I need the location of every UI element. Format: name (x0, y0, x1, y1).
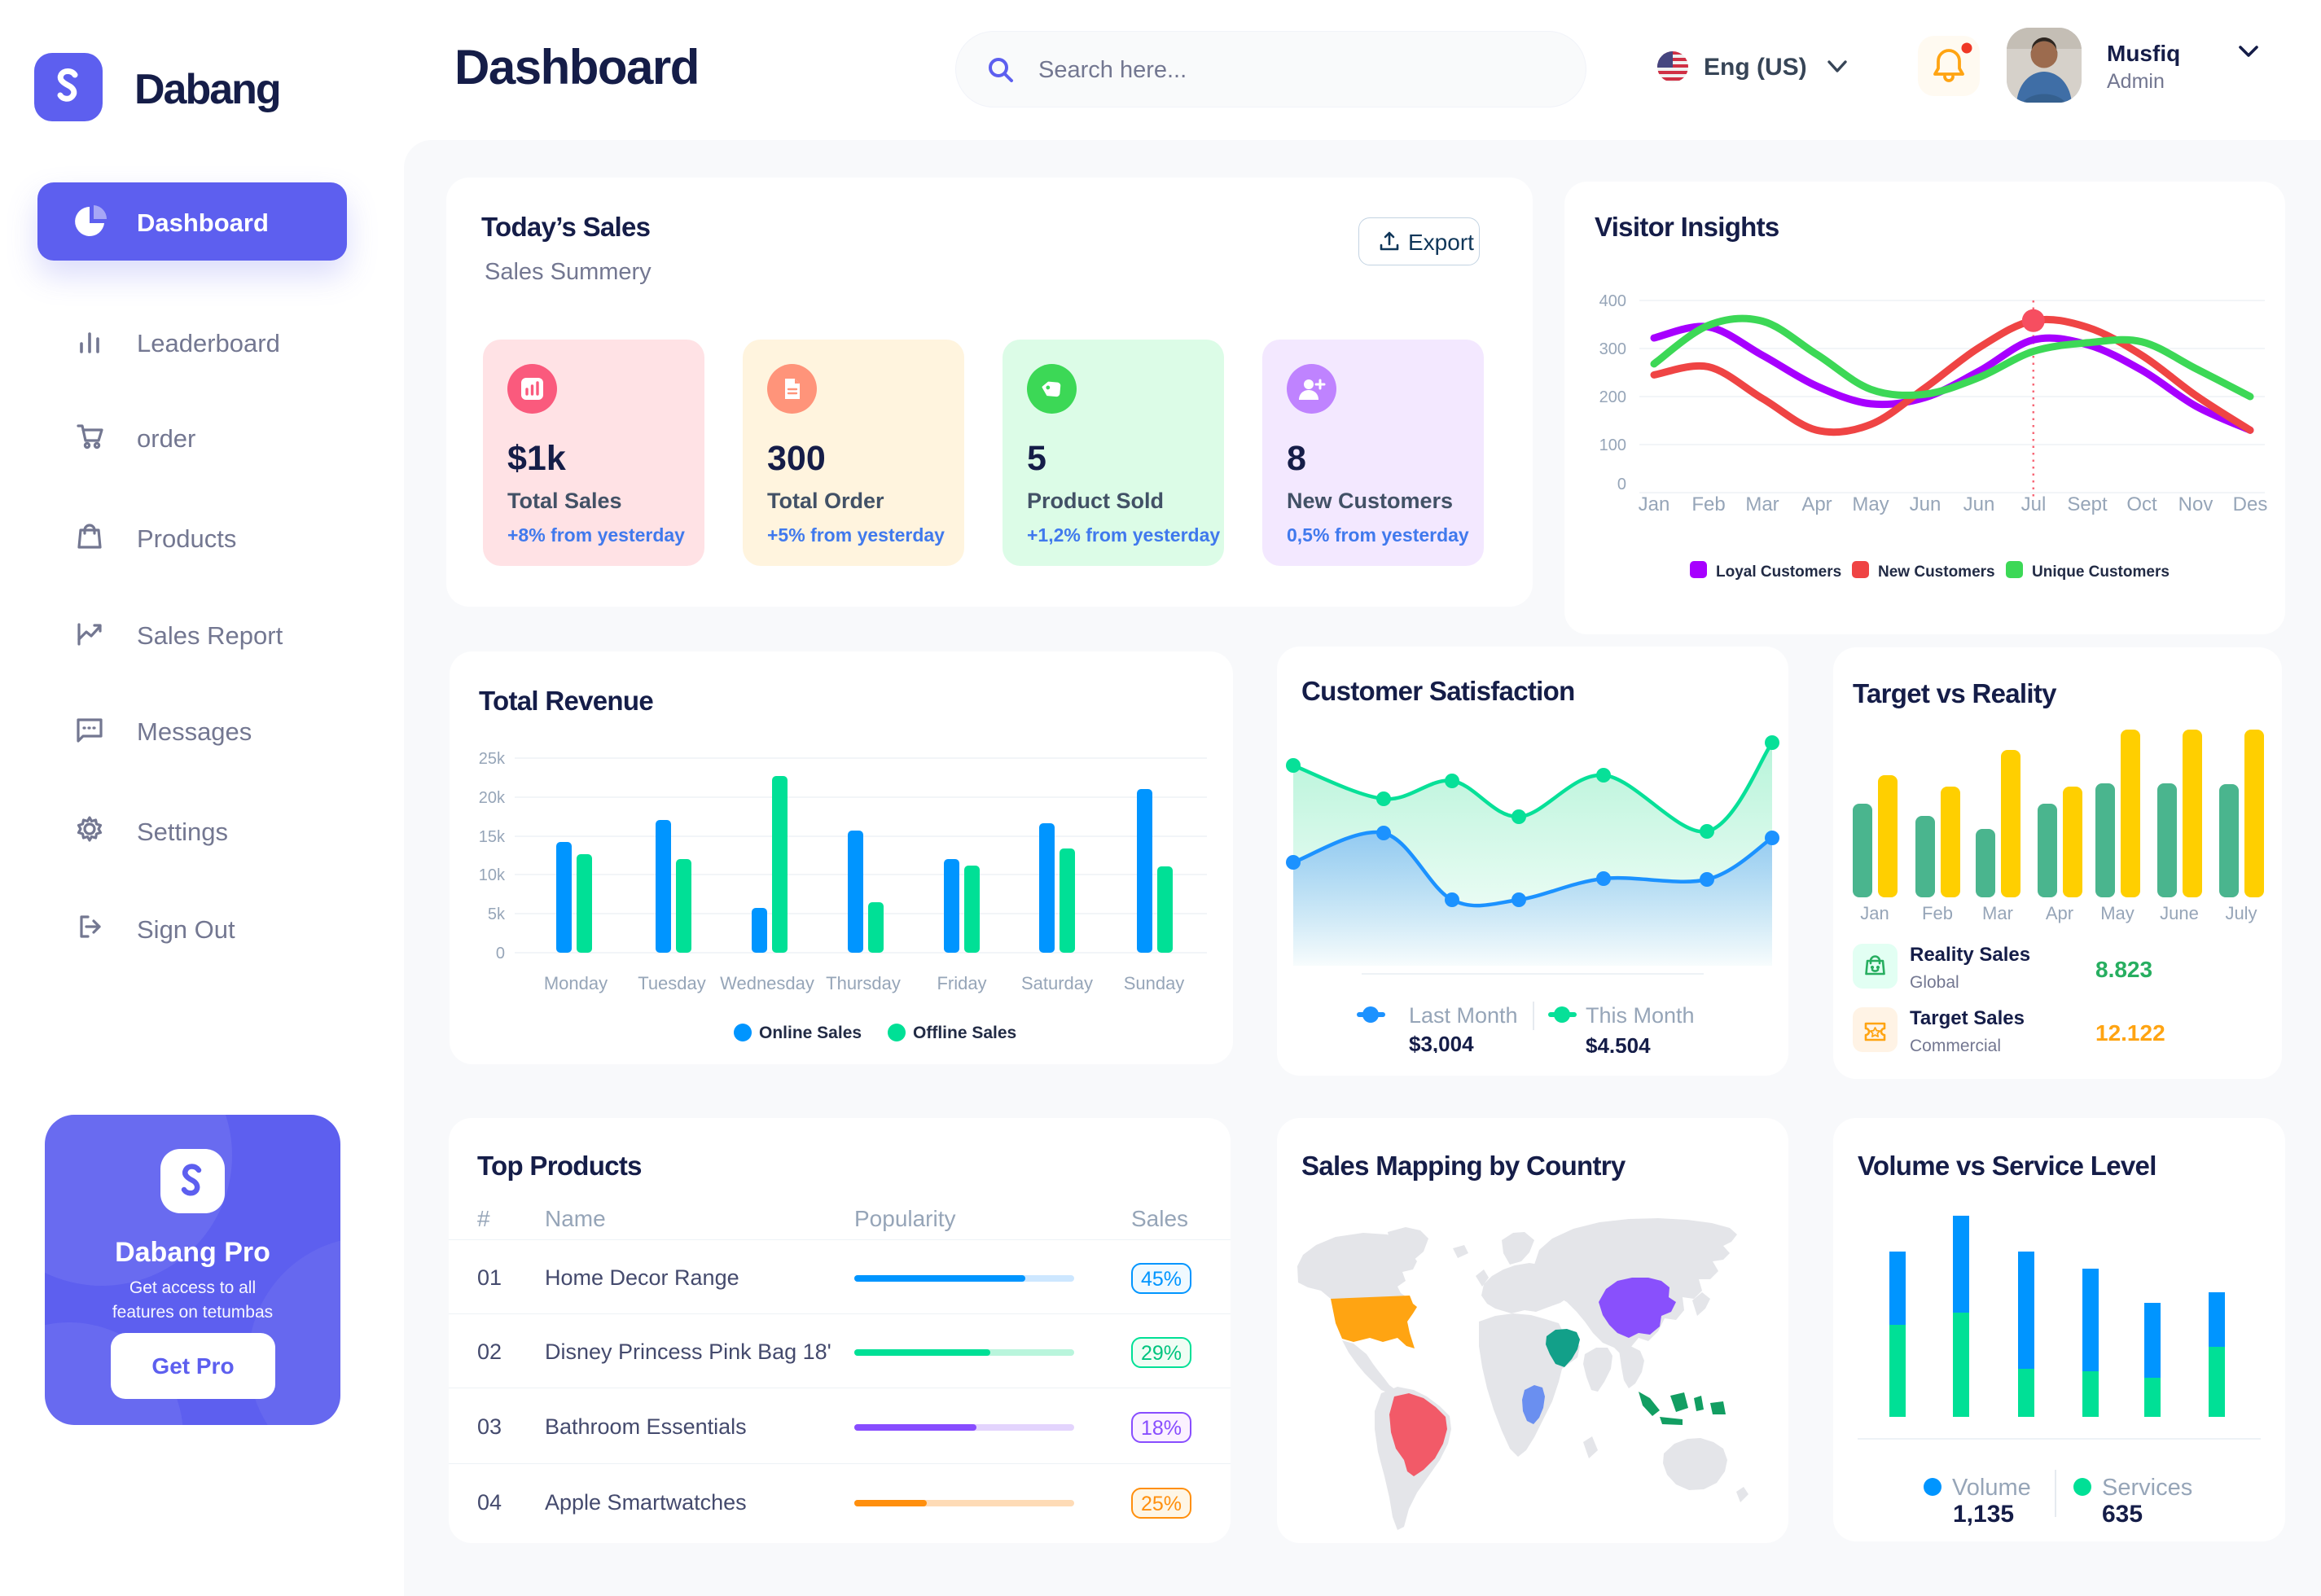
svg-text:Mar: Mar (1745, 493, 1779, 515)
svg-text:May: May (1852, 493, 1889, 515)
svg-text:Monday: Monday (544, 973, 608, 993)
svg-text:1,135: 1,135 (1953, 1501, 2014, 1528)
svg-text:Last Month: Last Month (1409, 1003, 1518, 1028)
svg-text:20k: 20k (479, 789, 506, 807)
svg-text:Feb: Feb (1922, 903, 1953, 923)
svg-text:Sunday: Sunday (1124, 973, 1185, 993)
svg-text:June: June (2160, 903, 2199, 923)
svg-text:Jan: Jan (1639, 493, 1670, 515)
svg-text:0: 0 (496, 945, 505, 962)
svg-text:Jun: Jun (1963, 493, 1995, 515)
svg-text:Mar: Mar (1982, 903, 2013, 923)
svg-text:Online Sales: Online Sales (759, 1024, 862, 1042)
svg-text:Jul: Jul (2021, 493, 2047, 515)
svg-text:$3,004: $3,004 (1409, 1032, 1474, 1053)
svg-text:Friday: Friday (937, 973, 986, 993)
svg-text:Sept: Sept (2067, 493, 2108, 515)
svg-text:Jun: Jun (1910, 493, 1941, 515)
svg-text:300: 300 (1599, 340, 1626, 358)
svg-text:This Month: This Month (1586, 1003, 1695, 1028)
svg-text:Wednesday: Wednesday (720, 973, 814, 993)
svg-text:Saturday: Saturday (1021, 973, 1093, 993)
svg-text:Eng (US): Eng (US) (1704, 54, 1807, 81)
svg-text:5k: 5k (488, 905, 506, 923)
svg-text:15k: 15k (479, 828, 506, 846)
svg-text:Volume: Volume (1952, 1475, 2031, 1501)
svg-text:100: 100 (1599, 436, 1626, 454)
svg-text:Loyal Customers: Loyal Customers (1716, 563, 1841, 581)
svg-text:Tuesday: Tuesday (638, 973, 706, 993)
svg-text:Apr: Apr (2046, 903, 2073, 923)
svg-text:200: 200 (1599, 388, 1626, 406)
svg-text:Nov: Nov (2178, 493, 2214, 515)
svg-text:25k: 25k (479, 750, 506, 768)
svg-text:July: July (2225, 903, 2257, 923)
svg-text:Feb: Feb (1691, 493, 1725, 515)
svg-text:Des: Des (2233, 493, 2268, 515)
svg-text:Unique Customers: Unique Customers (2032, 563, 2170, 581)
svg-text:New Customers: New Customers (1878, 563, 1995, 581)
svg-text:0: 0 (1617, 476, 1626, 493)
svg-text:Services: Services (2102, 1475, 2192, 1501)
svg-text:10k: 10k (479, 866, 506, 884)
svg-text:May: May (2100, 903, 2135, 923)
svg-text:Apr: Apr (1801, 493, 1832, 515)
svg-text:635: 635 (2102, 1501, 2143, 1528)
svg-text:Offline Sales: Offline Sales (913, 1024, 1016, 1042)
svg-text:400: 400 (1599, 292, 1626, 310)
svg-text:Thursday: Thursday (826, 973, 901, 993)
svg-text:$4,504: $4,504 (1586, 1033, 1651, 1053)
svg-text:Oct: Oct (2126, 493, 2157, 515)
svg-text:Jan: Jan (1860, 903, 1889, 923)
